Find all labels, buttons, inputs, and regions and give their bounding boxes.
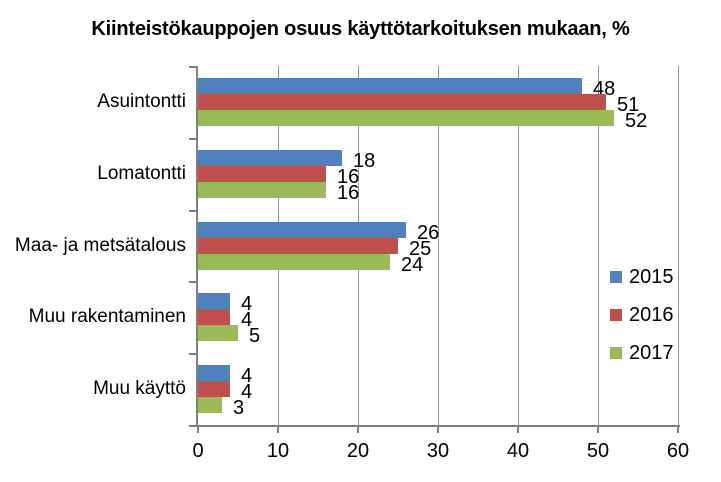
x-tick-label: 20 (346, 440, 370, 462)
bar-2017 (198, 253, 390, 270)
category-label: Muu käyttö (93, 378, 186, 400)
value-label: 18 (353, 149, 376, 172)
value-label: 24 (401, 253, 424, 276)
legend: 2015 2016 2017 (610, 258, 674, 372)
gridline (518, 66, 519, 425)
category-label: Asuintontti (97, 91, 186, 112)
x-axis-tick (437, 425, 439, 433)
bar-2015 (198, 365, 230, 382)
y-axis-line (196, 66, 198, 425)
bar-2017 (198, 109, 614, 126)
bar-2015 (198, 77, 582, 94)
bar-2016 (198, 93, 606, 110)
x-tick-label: 60 (666, 440, 690, 462)
value-label: 5 (249, 325, 261, 348)
gridline (678, 66, 679, 425)
category-label: Lomatontti (97, 162, 186, 184)
legend-label: 2015 (629, 265, 674, 288)
y-axis-tick (189, 425, 196, 427)
x-axis-tick (277, 425, 279, 433)
value-label: 4 (241, 365, 253, 388)
x-axis-tick (197, 425, 199, 433)
value-label: 26 (417, 221, 440, 244)
value-label: 4 (241, 293, 253, 316)
value-label: 16 (337, 165, 360, 188)
legend-item-2015: 2015 (610, 258, 674, 296)
x-axis-tick (357, 425, 359, 433)
category-label: Maa- ja metsätalous (14, 234, 186, 256)
y-axis-tick (189, 66, 196, 68)
y-axis-tick (189, 281, 196, 284)
bar-2015 (198, 293, 230, 310)
gridline (438, 66, 439, 425)
x-tick-label: 30 (426, 440, 450, 462)
x-tick-label: 50 (586, 440, 610, 462)
value-label: 4 (241, 309, 253, 332)
category-label: Muu rakentaminen (28, 306, 186, 328)
x-tick-label: 10 (266, 440, 290, 462)
value-label: 4 (241, 381, 253, 404)
bar-2017 (198, 181, 326, 198)
x-axis-tick (597, 425, 599, 433)
x-tick-label: 40 (506, 440, 530, 462)
bar-2016 (198, 165, 326, 182)
bar-2015 (198, 221, 406, 238)
gridline (598, 66, 599, 425)
bar-2016 (198, 381, 230, 398)
value-label: 51 (617, 93, 640, 116)
legend-swatch (610, 347, 622, 359)
legend-item-2017: 2017 (610, 334, 674, 372)
y-axis-tick (189, 137, 196, 140)
bar-2017 (198, 397, 222, 414)
legend-label: 2017 (629, 341, 674, 364)
legend-swatch (610, 309, 622, 321)
x-axis-tick (517, 425, 519, 433)
bar-2016 (198, 309, 230, 326)
value-label: 16 (337, 181, 360, 204)
bar-2017 (198, 325, 238, 342)
chart-title: Kiinteistökauppojen osuus käyttötarkoitu… (91, 18, 630, 40)
bar-2015 (198, 149, 342, 166)
legend-swatch (610, 271, 622, 283)
value-label: 52 (625, 109, 648, 132)
value-label: 25 (409, 237, 432, 260)
y-axis-tick (189, 353, 196, 356)
x-tick-label: 0 (192, 440, 204, 462)
y-axis-tick (189, 209, 196, 212)
value-label: 3 (233, 397, 245, 420)
x-axis-tick (677, 425, 679, 433)
legend-item-2016: 2016 (610, 296, 674, 334)
legend-label: 2016 (629, 303, 674, 326)
bar-2016 (198, 237, 398, 254)
x-axis-line (193, 425, 680, 427)
